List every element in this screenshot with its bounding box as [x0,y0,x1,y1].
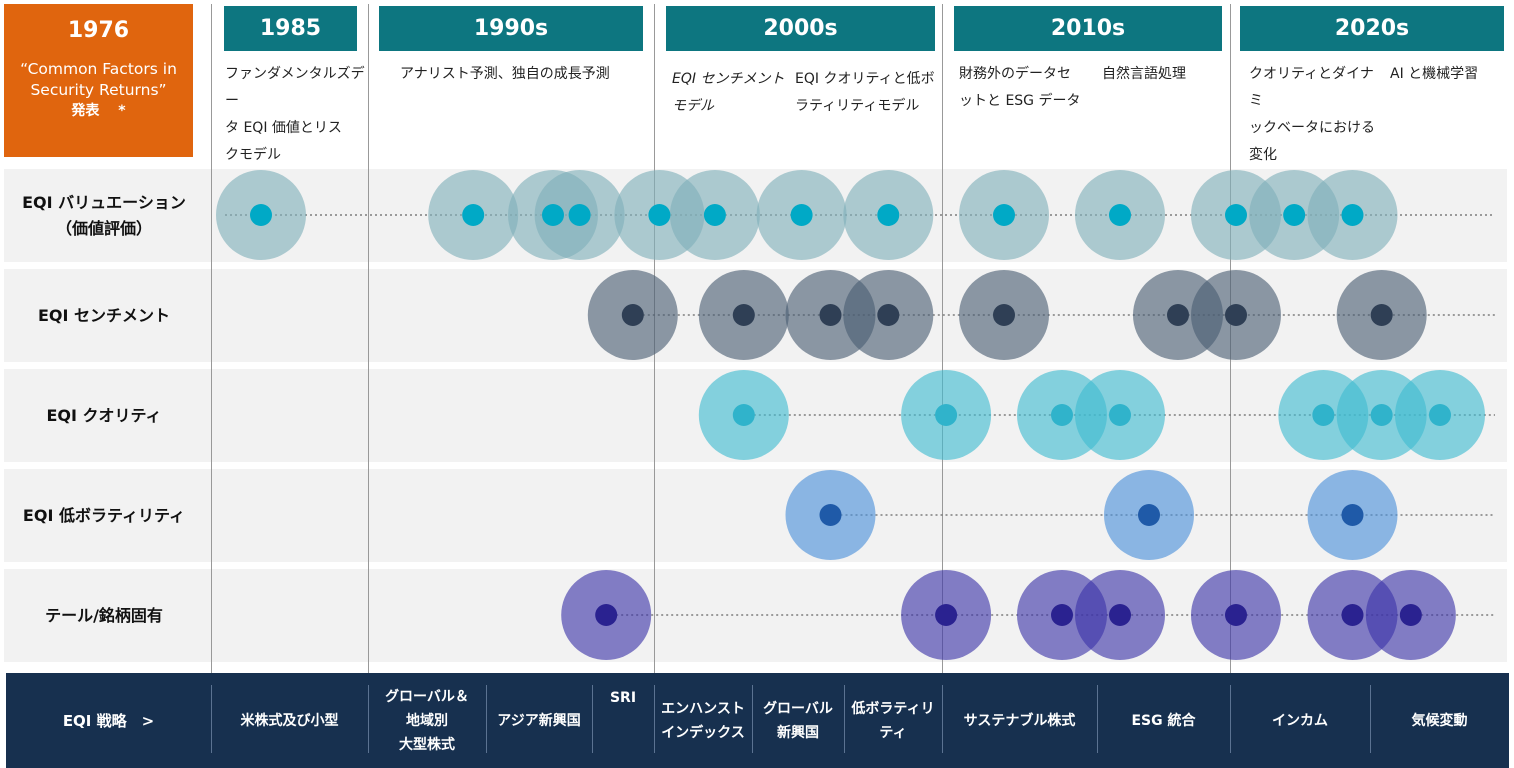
timeline-dot [1225,604,1247,626]
row-label-lowvol: EQI 低ボラティリティ [22,505,186,525]
strategy-divider [211,685,212,753]
strategy-divider [942,685,943,753]
row-label-valuation: EQI バリュエーション （価値評価） [22,192,186,238]
row-label-sentiment: EQI センチメント [37,305,171,325]
strategy-divider [844,685,845,753]
timeline-dot [732,304,755,326]
timeline-dot [877,304,900,326]
strategy-divider [592,685,593,753]
timeline-dot [1399,604,1422,626]
timeline-dot [1370,304,1393,326]
strategy-item: ESG 統合 [1131,712,1196,729]
milestone-quality-dynamic-beta: クオリティとダイナミ ックベータにおける 変化 [1249,66,1375,163]
timeline-chart [216,170,1495,660]
period-divider [211,4,212,674]
timeline-dot [1429,404,1451,426]
timeline-dot [877,204,900,226]
timeline-dot [1283,204,1306,226]
strategy-item: エンハンスト インデックス [661,700,745,741]
timeline-dot [542,204,564,226]
timeline-dot [621,304,644,326]
strategy-divider [1097,685,1098,753]
timeline-dot [568,204,591,226]
timeline-dot [1225,204,1247,226]
milestone-analyst-forecast: アナリスト予測、独自の成長予測 [400,66,610,82]
strategy-divider [368,685,369,753]
timeline-dot [1225,304,1247,326]
origin-year: 1976 [67,18,130,43]
milestone-fundamental-data: ファンダメンタルズデー タ EQI 価値とリス クモデル [225,66,365,163]
milestone-nlp: 自然言語処理 [1102,66,1186,82]
strategy-divider [752,685,753,753]
timeline-dot [1341,504,1364,526]
strategy-item: 気候変動 [1411,712,1468,729]
strategy-item: アジア新興国 [497,712,581,729]
period-header-2000s: 2000s [666,6,935,51]
period-header-2010s: 2010s [954,6,1222,51]
timeline-dot [819,304,842,326]
strategy-item: 低ボラティリ ティ [851,700,935,741]
timeline-dot [935,404,958,426]
timeline-dot [1051,604,1073,626]
timeline-dot [1341,604,1364,626]
milestone-quality-lowvol-model: EQI クオリティと低ボ ラティリティモデル [795,71,935,114]
origin-paper-title: “Common Factors in Security Returns” [20,60,177,99]
strategy-item: グローバル＆ 地域別 大型株式 [385,688,469,753]
milestone-nonfinancial-esg: 財務外のデータセ ットと ESG データ [959,66,1081,109]
strategy-heading: EQI 戦略 > [62,711,155,730]
strategy-item: グローバル 新興国 [763,700,833,741]
milestone-sentiment-model: EQI センチメント モデル [672,71,785,114]
timeline-dot [1138,504,1160,526]
timeline-dot [703,204,726,226]
origin-box: 1976 “Common Factors in Security Returns… [4,4,193,157]
timeline-dot [935,604,958,626]
timeline-dot [1167,304,1189,326]
period-divider [368,4,369,674]
timeline-dot [732,404,755,426]
milestone-ai-ml: AI と機械学習 [1390,66,1479,82]
period-divider [942,4,943,674]
timeline-dot [1109,204,1131,226]
timeline-dot [595,604,618,626]
timeline-dot [819,504,842,526]
timeline-dot [462,204,485,226]
strategy-item: 米株式及び小型 [240,712,339,729]
period-header-1990s: 1990s [379,6,643,51]
timeline-dot [1370,404,1393,426]
strategy-item: サステナブル株式 [963,712,1076,729]
period-header-1985: 1985 [224,6,357,51]
strategy-divider [654,685,655,753]
timeline-dot [1341,204,1364,226]
timeline-dot [993,304,1015,326]
strategy-divider [486,685,487,753]
strategy-item: SRI [609,690,637,706]
row-label-tail: テール/銘柄固有 [45,605,163,625]
timeline-dot [1109,404,1131,426]
timeline-dot [790,204,813,226]
timeline-dot [1109,604,1131,626]
timeline-dot [993,204,1015,226]
strategy-divider [1370,685,1371,753]
row-label-quality: EQI クオリティ [46,405,162,425]
timeline-dot [1051,404,1073,426]
timeline-dot [250,204,272,226]
origin-note: 発表 * [71,103,126,119]
strategy-item: インカム [1272,712,1328,729]
timeline-dot [1312,404,1335,426]
timeline-dot [648,204,671,226]
strategy-bar: EQI 戦略 > 米株式及び小型 グローバル＆ 地域別 大型株式 アジア新興国 … [6,673,1509,768]
period-header-2020s: 2020s [1240,6,1504,51]
strategy-divider [1230,685,1231,753]
